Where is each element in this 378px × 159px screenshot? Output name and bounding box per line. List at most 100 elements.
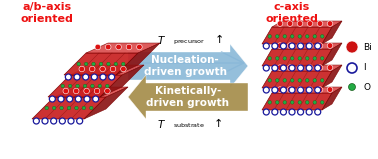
Circle shape	[108, 74, 115, 80]
Polygon shape	[116, 43, 160, 75]
Circle shape	[327, 65, 333, 70]
Circle shape	[349, 83, 355, 90]
Circle shape	[313, 35, 316, 38]
Circle shape	[287, 65, 293, 70]
Circle shape	[268, 100, 271, 104]
Circle shape	[68, 118, 74, 124]
Polygon shape	[262, 93, 332, 110]
Circle shape	[100, 66, 105, 72]
Circle shape	[298, 100, 302, 104]
Circle shape	[280, 87, 287, 93]
Polygon shape	[262, 27, 332, 44]
Polygon shape	[272, 21, 342, 27]
Circle shape	[67, 96, 73, 102]
Circle shape	[98, 84, 102, 88]
Circle shape	[95, 44, 101, 50]
Text: Kinetically-
driven growth: Kinetically- driven growth	[147, 86, 229, 108]
Circle shape	[315, 65, 321, 71]
Circle shape	[313, 57, 316, 60]
Circle shape	[283, 100, 287, 104]
Circle shape	[99, 62, 103, 66]
Circle shape	[321, 35, 324, 38]
Circle shape	[83, 74, 89, 80]
Circle shape	[307, 65, 313, 70]
Circle shape	[298, 57, 302, 60]
Circle shape	[297, 21, 303, 26]
Circle shape	[315, 87, 321, 93]
Circle shape	[276, 57, 279, 60]
Circle shape	[276, 100, 279, 104]
Circle shape	[91, 84, 94, 88]
Text: Bi: Bi	[363, 42, 372, 52]
Polygon shape	[100, 65, 144, 97]
Circle shape	[58, 96, 64, 102]
Circle shape	[346, 41, 358, 53]
Text: Nucleation-
driven growth: Nucleation- driven growth	[144, 55, 226, 77]
Circle shape	[268, 57, 271, 60]
Circle shape	[277, 43, 283, 48]
Circle shape	[107, 62, 110, 66]
Circle shape	[90, 66, 95, 72]
Circle shape	[50, 96, 55, 102]
Circle shape	[51, 118, 57, 124]
Text: ↑: ↑	[215, 35, 225, 45]
Circle shape	[59, 118, 65, 124]
Circle shape	[268, 35, 271, 38]
Text: $T$: $T$	[158, 34, 166, 46]
Circle shape	[287, 43, 293, 48]
Polygon shape	[84, 87, 128, 119]
Polygon shape	[128, 44, 248, 88]
Circle shape	[289, 87, 295, 93]
Circle shape	[74, 74, 80, 80]
Circle shape	[263, 43, 269, 49]
Circle shape	[307, 43, 313, 48]
Circle shape	[272, 43, 278, 49]
Polygon shape	[272, 65, 342, 71]
Circle shape	[126, 44, 132, 50]
Circle shape	[90, 106, 93, 110]
Circle shape	[327, 87, 333, 92]
Circle shape	[33, 118, 39, 124]
Polygon shape	[322, 43, 342, 66]
Circle shape	[268, 79, 271, 82]
Polygon shape	[322, 21, 342, 44]
Circle shape	[91, 74, 97, 80]
Polygon shape	[322, 65, 342, 88]
Circle shape	[280, 109, 287, 115]
Polygon shape	[272, 43, 342, 49]
Polygon shape	[48, 75, 122, 97]
Circle shape	[289, 109, 295, 115]
Circle shape	[313, 100, 316, 104]
Polygon shape	[272, 87, 342, 93]
Circle shape	[276, 79, 279, 82]
Circle shape	[315, 43, 321, 49]
Circle shape	[82, 106, 86, 110]
Text: a/b-axis
oriented: a/b-axis oriented	[20, 2, 73, 24]
Circle shape	[287, 87, 293, 92]
Circle shape	[272, 109, 278, 115]
Polygon shape	[128, 75, 248, 119]
Polygon shape	[54, 87, 128, 97]
Circle shape	[60, 106, 64, 110]
Circle shape	[84, 96, 90, 102]
Circle shape	[105, 84, 109, 88]
Circle shape	[79, 66, 85, 72]
Circle shape	[321, 100, 324, 104]
Circle shape	[84, 62, 88, 66]
Circle shape	[290, 79, 294, 82]
Circle shape	[297, 87, 304, 93]
Circle shape	[83, 84, 87, 88]
Circle shape	[315, 109, 321, 115]
Circle shape	[305, 35, 309, 38]
Circle shape	[93, 96, 99, 102]
Circle shape	[136, 44, 142, 50]
Polygon shape	[64, 53, 138, 75]
Circle shape	[321, 79, 324, 82]
Circle shape	[290, 35, 294, 38]
Circle shape	[313, 79, 316, 82]
Circle shape	[116, 44, 121, 50]
Circle shape	[263, 65, 269, 71]
Circle shape	[305, 79, 309, 82]
Text: ↑: ↑	[214, 119, 223, 129]
Polygon shape	[70, 65, 144, 75]
